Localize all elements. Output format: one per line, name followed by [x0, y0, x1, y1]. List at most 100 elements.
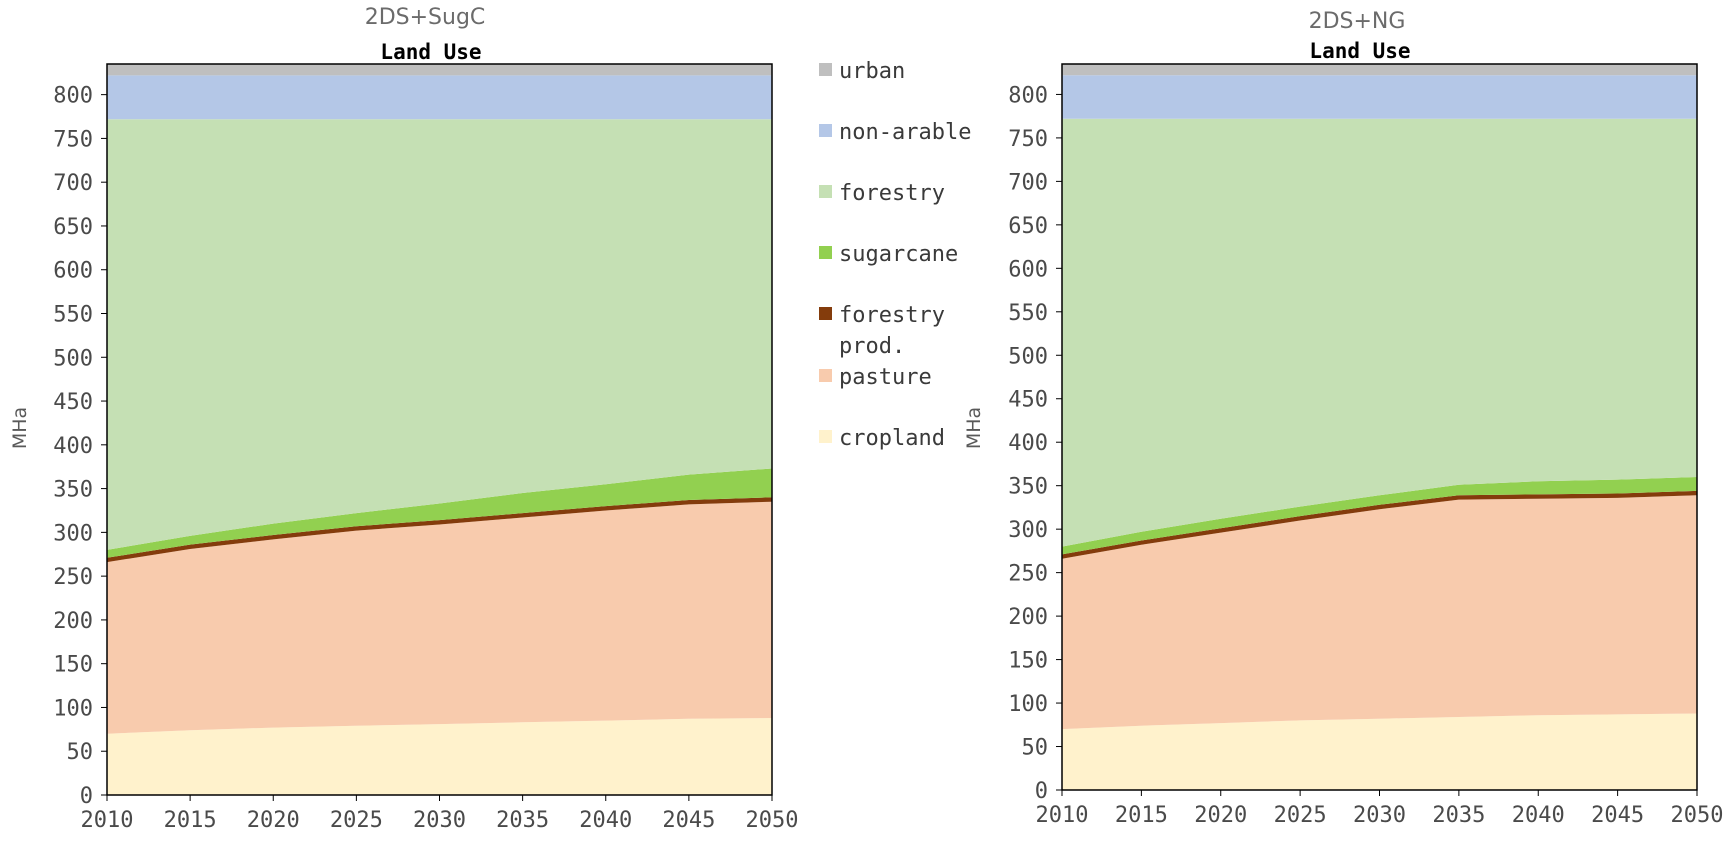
y-tick-label: 150: [53, 653, 93, 678]
area-non-arable: [107, 75, 772, 120]
legend-label: cropland: [839, 426, 945, 451]
chart-title: Land Use: [1309, 39, 1410, 63]
chart-panel-2ds-sugc: 2DS+SugC Land Use MHa 0 50 100 150 200 250 300…: [9, 5, 798, 833]
axes: 0 50 100 150 200 250 300 350 400 450 500 550 600 650 7…: [1008, 63, 1723, 828]
y-tick-label: 450: [53, 390, 93, 415]
y-tick-label: 650: [53, 215, 93, 240]
chart-title: Land Use: [380, 40, 481, 64]
x-tick-label: 2040: [1512, 803, 1565, 828]
y-tick-label: 0: [1035, 779, 1048, 804]
y-tick-label: 800: [1008, 83, 1048, 108]
y-tick-label: 0: [80, 784, 93, 809]
chart-panel-2ds-ng: 2DS+NG Land Use MHa 0 50 100 150 200 250 300 35…: [963, 9, 1723, 828]
x-tick-label: 2035: [1432, 803, 1485, 828]
area-forestry-prod: [107, 497, 772, 563]
y-axis-label: MHa: [9, 407, 31, 449]
x-tick-label: 2010: [81, 808, 134, 833]
area-urban: [107, 64, 772, 76]
y-tick-label: 500: [53, 346, 93, 371]
y-tick-label: 350: [53, 478, 93, 503]
y-tick-label: 50: [67, 740, 94, 765]
x-tick-label: 2030: [413, 808, 466, 833]
legend-label: prod.: [839, 334, 905, 359]
area-layers: [107, 64, 772, 795]
x-tick-label: 2025: [330, 808, 383, 833]
legend-label: forestry: [839, 181, 945, 206]
y-tick-label: 50: [1022, 736, 1049, 761]
area-cropland: [1062, 713, 1697, 790]
x-tick-label: 2015: [164, 808, 217, 833]
y-axis-label: MHa: [963, 407, 985, 449]
y-tick-label: 350: [1008, 475, 1048, 500]
y-tick-label: 200: [1008, 605, 1048, 630]
y-tick-label: 700: [1008, 170, 1048, 195]
y-tick-label: 400: [1008, 431, 1048, 456]
y-tick-label: 750: [53, 127, 93, 152]
y-tick-label: 600: [53, 259, 93, 284]
x-tick-label: 2045: [1591, 803, 1644, 828]
area-forestry: [107, 119, 772, 550]
area-urban: [1062, 64, 1697, 76]
legend-swatch: [819, 307, 832, 320]
legend-item-pasture: pasture: [819, 365, 932, 390]
y-tick-label: 500: [1008, 344, 1048, 369]
area-forestry: [1062, 118, 1697, 547]
x-tick-label: 2040: [579, 808, 632, 833]
area-sugarcane: [1062, 477, 1697, 555]
y-tick-label: 650: [1008, 214, 1048, 239]
y-tick-label: 300: [1008, 518, 1048, 543]
x-tick-label: 2020: [1194, 803, 1247, 828]
y-tick-label: 300: [53, 521, 93, 546]
y-tick-label: 100: [53, 696, 93, 721]
legend-label: urban: [839, 59, 905, 84]
area-cropland: [107, 718, 772, 795]
y-tick-label: 550: [53, 303, 93, 328]
area-non-arable: [1062, 75, 1697, 119]
legend-swatch: [819, 124, 832, 137]
legend-label: sugarcane: [839, 242, 958, 267]
y-tick-label: 800: [53, 84, 93, 109]
y-tick-label: 150: [1008, 649, 1048, 674]
legend-item-cropland: cropland: [819, 426, 945, 451]
x-tick-label: 2020: [247, 808, 300, 833]
chart-suptitle: 2DS+SugC: [365, 5, 486, 30]
legend-item-forestry-prod: forestry prod.: [819, 303, 945, 359]
legend-swatch: [819, 369, 832, 382]
y-tick-label: 750: [1008, 127, 1048, 152]
legend-item-urban: urban: [819, 59, 905, 84]
x-tick-label: 2050: [746, 808, 799, 833]
legend-item-non-arable: non-arable: [819, 120, 971, 145]
legend-label: non-arable: [839, 120, 971, 145]
y-tick-label: 550: [1008, 301, 1048, 326]
y-tick-label: 250: [53, 565, 93, 590]
legend-swatch: [819, 63, 832, 76]
y-tick-label: 100: [1008, 692, 1048, 717]
area-pasture: [1062, 495, 1697, 730]
x-tick-label: 2015: [1115, 803, 1168, 828]
legend-label: forestry: [839, 303, 945, 328]
y-tick-label: 200: [53, 609, 93, 634]
legend-item-forestry: forestry: [819, 181, 945, 206]
y-tick-label: 600: [1008, 257, 1048, 282]
chart-suptitle: 2DS+NG: [1309, 9, 1406, 34]
x-tick-label: 2045: [662, 808, 715, 833]
legend-item-sugarcane: sugarcane: [819, 242, 958, 267]
axes: 0 50 100 150 200 250 300 350 400 450 500 550 600 650 7…: [53, 63, 799, 833]
legend-swatch: [819, 185, 832, 198]
y-tick-label: 250: [1008, 562, 1048, 587]
x-tick-label: 2030: [1353, 803, 1406, 828]
area-layers: [1062, 64, 1697, 790]
x-tick-label: 2035: [496, 808, 549, 833]
area-pasture: [107, 501, 772, 734]
y-tick-label: 450: [1008, 388, 1048, 413]
area-sugarcane: [107, 468, 772, 558]
x-tick-label: 2010: [1036, 803, 1089, 828]
x-tick-label: 2025: [1274, 803, 1327, 828]
legend-swatch: [819, 246, 832, 259]
y-tick-label: 700: [53, 171, 93, 196]
legend-label: pasture: [839, 365, 932, 390]
legend: urban non-arable forestry sugarcane forestry…: [819, 59, 971, 451]
y-tick-label: 400: [53, 434, 93, 459]
